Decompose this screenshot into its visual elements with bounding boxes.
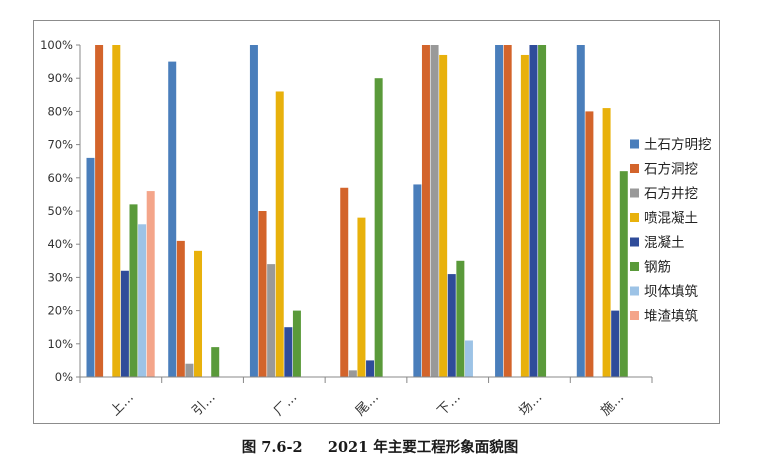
legend-swatch — [630, 188, 639, 198]
legend-label: 土石方明挖 — [644, 137, 712, 153]
bar — [430, 45, 439, 377]
y-tick-label: 80% — [47, 104, 73, 118]
bar — [585, 111, 594, 378]
legend-label: 钢筋 — [644, 259, 671, 276]
y-tick-label: 30% — [47, 270, 73, 284]
legend-swatch — [630, 311, 639, 320]
y-tick-label: 50% — [47, 204, 73, 218]
legend-label: 混凝土 — [644, 235, 685, 251]
x-category-label: 下… — [435, 390, 464, 419]
bar — [185, 363, 194, 377]
x-category-label: 引… — [190, 390, 219, 419]
bar — [495, 45, 504, 377]
y-tick-label: 90% — [47, 71, 73, 85]
bar — [95, 45, 104, 377]
bar — [576, 45, 585, 377]
x-category-label: 尾… — [353, 390, 382, 419]
legend-label: 坝体填筑 — [644, 284, 698, 300]
bar — [267, 264, 276, 377]
legend-swatch — [630, 286, 639, 296]
bar — [619, 171, 628, 377]
bar — [340, 187, 349, 377]
bar — [86, 157, 95, 377]
bar — [194, 250, 203, 377]
bar — [374, 78, 383, 377]
bar — [138, 224, 147, 377]
x-axis-labels: 上… 引… 厂… 尾… 下… 场… 施… — [108, 390, 627, 419]
bar-chart: 0% 10% 20% 30% 40% 50% 60% 70% 80% 90% 100% 上… 引… 厂…… — [40, 38, 712, 419]
x-category-label: 场… — [516, 390, 545, 419]
legend-swatch — [630, 139, 639, 149]
legend-swatch — [630, 164, 639, 173]
y-axis-ticks: 0% 10% 20% 30% 40% 50% 60% 70% 80% 90% 100% — [40, 38, 80, 384]
y-tick-label: 40% — [47, 237, 73, 251]
bar — [249, 45, 258, 377]
legend-label: 石方洞挖 — [644, 162, 698, 178]
bar — [176, 240, 185, 377]
bar — [292, 310, 301, 377]
y-tick-label: 60% — [47, 171, 73, 185]
legend-swatch — [630, 237, 639, 247]
y-tick-label: 70% — [47, 138, 73, 152]
bar — [421, 45, 430, 377]
bar — [529, 45, 538, 377]
legend-swatch — [630, 213, 639, 222]
bars — [86, 45, 628, 378]
bar — [464, 340, 473, 377]
bar — [602, 108, 611, 377]
x-category-label: 施… — [598, 390, 627, 419]
bar — [168, 61, 177, 377]
legend-label: 喷混凝土 — [644, 211, 698, 227]
x-category-label: 厂… — [271, 390, 300, 419]
bar — [520, 54, 529, 378]
bar — [211, 347, 220, 377]
y-tick-label: 0% — [55, 370, 73, 384]
legend-swatch — [630, 262, 639, 271]
y-tick-label: 20% — [47, 304, 73, 318]
bar — [146, 191, 155, 377]
bar — [348, 370, 357, 377]
bar — [611, 310, 620, 377]
bar — [112, 45, 121, 377]
y-tick-label: 100% — [40, 38, 73, 52]
bar — [538, 45, 547, 377]
legend-label: 堆渣填筑 — [644, 309, 698, 325]
bar — [413, 184, 422, 377]
figure-caption: 图 7.6-2 2021 年主要工程形象面貌图 — [241, 439, 519, 456]
bar — [456, 260, 465, 377]
bar — [503, 45, 512, 377]
bar — [447, 274, 456, 377]
bar — [357, 217, 366, 377]
bar — [120, 270, 129, 377]
legend-label: 石方井挖 — [644, 186, 698, 202]
axes — [79, 45, 653, 383]
bar — [258, 211, 267, 377]
x-category-label: 上… — [108, 390, 137, 419]
bar — [129, 204, 138, 377]
bar — [275, 91, 284, 377]
bar — [439, 54, 448, 378]
y-tick-label: 10% — [47, 337, 73, 351]
bar — [284, 327, 293, 377]
bar — [366, 360, 375, 377]
